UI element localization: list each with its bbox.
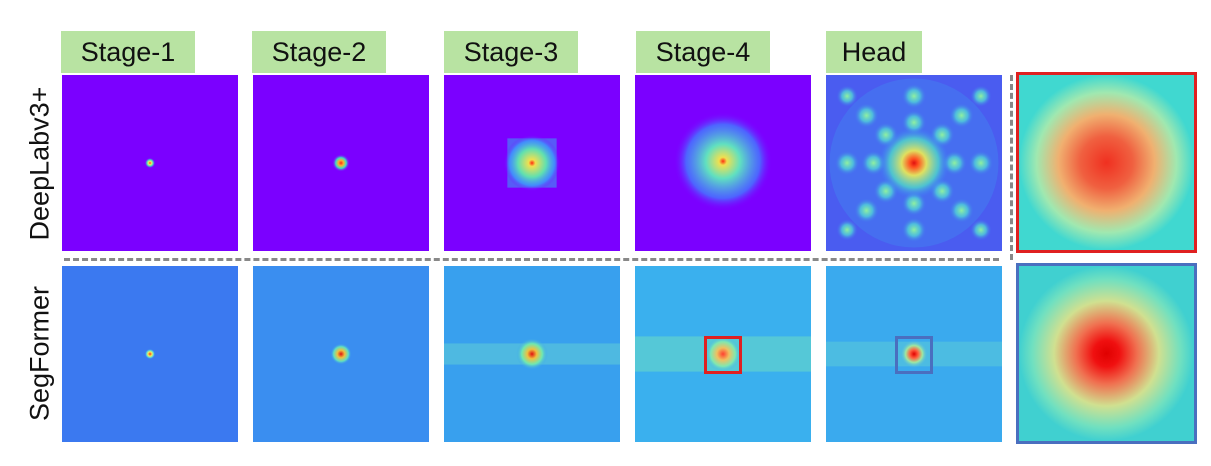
- row-label-segformer: SegFormer: [24, 285, 55, 422]
- stage-4-highlight-box: [704, 336, 742, 374]
- zoomed-crop-blue: [1016, 263, 1197, 444]
- segformer-stage-2-map: [253, 266, 429, 442]
- segformer-head-map: [826, 266, 1002, 442]
- zoomed-crop-red: [1016, 72, 1197, 253]
- deeplab-head-map: [826, 75, 1002, 251]
- head-highlight-box: [895, 336, 933, 374]
- column-label-stage-3: Stage-3: [444, 31, 578, 73]
- deeplab-stage-4-map: [635, 75, 811, 251]
- deeplab-stage-3-map: [444, 75, 620, 251]
- segformer-stage-4-map: [635, 266, 811, 442]
- deeplab-stage-2-map: [253, 75, 429, 251]
- segformer-stage-1-map: [62, 266, 238, 442]
- deeplab-stage-1-map: [62, 75, 238, 251]
- column-divider: [1010, 75, 1013, 260]
- segformer-stage-3-map: [444, 266, 620, 442]
- column-label-head: Head: [826, 31, 922, 73]
- column-label-stage-1: Stage-1: [61, 31, 195, 73]
- column-label-stage-2: Stage-2: [252, 31, 386, 73]
- row-divider: [64, 258, 999, 261]
- column-label-stage-4: Stage-4: [636, 31, 770, 73]
- row-label-deeplabv3plus: DeepLabv3+: [24, 86, 55, 241]
